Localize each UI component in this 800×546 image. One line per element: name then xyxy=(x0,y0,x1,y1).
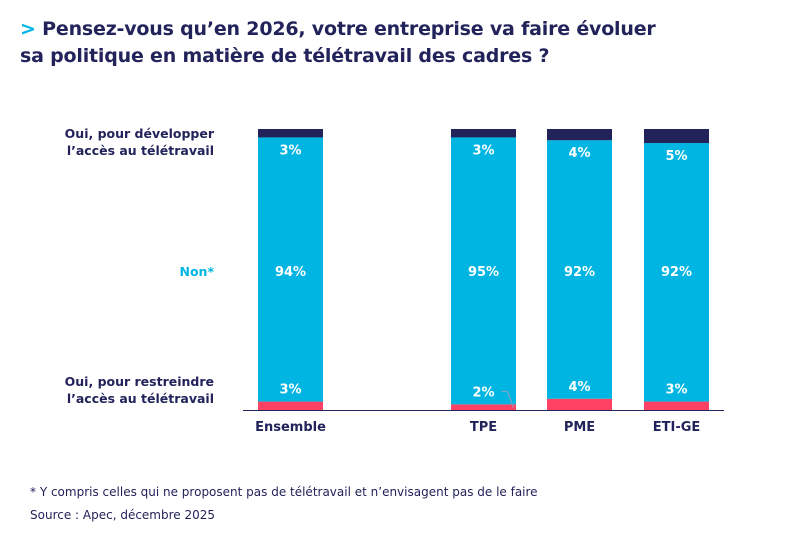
label-restrict: Oui, pour restreindre l’accès au télétra… xyxy=(65,373,214,407)
data-label-restrict-pme: 4% xyxy=(568,380,590,395)
label-restrict-line2: l’accès au télétravail xyxy=(66,391,214,406)
title-line-2: sa politique en matière de télétravail d… xyxy=(20,45,550,67)
data-label-restrict-tpe: 2% xyxy=(472,385,494,400)
bar-segment-pme-0 xyxy=(547,398,612,410)
chart-title: > Pensez-vous qu’en 2026, votre entrepri… xyxy=(20,16,656,70)
label-non: Non* xyxy=(179,264,215,279)
data-label-non-ensemble: 94% xyxy=(275,265,306,280)
bar-segment-eti-ge-1 xyxy=(644,143,709,402)
label-develop: Oui, pour développer l’accès au télétrav… xyxy=(65,125,214,159)
data-label-restrict-eti-ge: 3% xyxy=(665,383,687,398)
leader-line-tpe xyxy=(501,390,514,409)
data-label-develop-tpe: 3% xyxy=(472,143,494,158)
bar-segment-tpe-1 xyxy=(451,137,516,405)
bar-segment-pme-1 xyxy=(547,140,612,399)
data-label-non-eti-ge: 92% xyxy=(661,265,692,280)
footnote: * Y compris celles qui ne proposent pas … xyxy=(30,485,538,499)
bar-segment-pme-2 xyxy=(547,129,612,141)
bar-segment-ensemble-0 xyxy=(258,401,323,410)
data-label-non-tpe: 95% xyxy=(468,265,499,280)
data-label-non-pme: 92% xyxy=(564,265,595,280)
category-label-pme: PME xyxy=(564,420,595,435)
bar-segment-eti-ge-0 xyxy=(644,401,709,410)
category-label-ensemble: Ensemble xyxy=(255,420,326,435)
bar-segment-ensemble-2 xyxy=(258,129,323,138)
label-restrict-line1: Oui, pour restreindre xyxy=(64,374,214,389)
title-marker: > xyxy=(20,18,36,40)
bar-segment-eti-ge-2 xyxy=(644,129,709,144)
category-label-tpe: TPE xyxy=(470,420,497,435)
label-develop-line2: l’accès au télétravail xyxy=(66,143,214,158)
bar-segment-ensemble-1 xyxy=(258,137,323,402)
category-label-eti-ge: ETI-GE xyxy=(653,420,701,435)
data-label-develop-pme: 4% xyxy=(568,146,590,161)
title-line-1: Pensez-vous qu’en 2026, votre entreprise… xyxy=(42,18,656,40)
data-label-develop-ensemble: 3% xyxy=(279,143,301,158)
bar-segment-tpe-0 xyxy=(451,404,516,410)
data-label-restrict-ensemble: 3% xyxy=(279,383,301,398)
label-develop-line1: Oui, pour développer xyxy=(64,126,214,141)
source: Source : Apec, décembre 2025 xyxy=(30,508,216,522)
bar-segment-tpe-2 xyxy=(451,129,516,138)
data-label-develop-eti-ge: 5% xyxy=(665,149,687,164)
